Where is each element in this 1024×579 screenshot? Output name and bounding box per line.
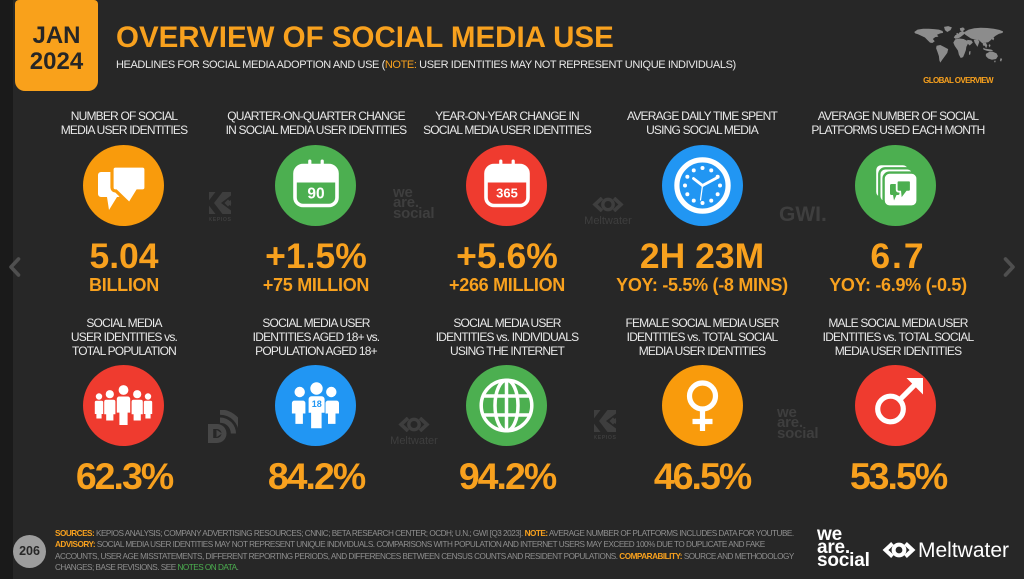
svg-text:18: 18 <box>312 399 322 409</box>
svg-text:KEPIOS: KEPIOS <box>209 217 232 222</box>
svg-text:KEPIOS: KEPIOS <box>594 435 617 440</box>
svg-text:90: 90 <box>307 186 324 203</box>
svg-text:365: 365 <box>496 186 518 201</box>
